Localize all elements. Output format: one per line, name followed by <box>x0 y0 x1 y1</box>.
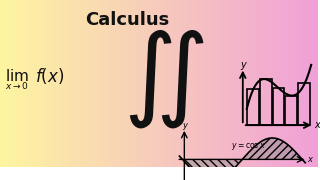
Bar <box>273 88 284 125</box>
Text: $\lim$: $\lim$ <box>5 68 29 84</box>
Bar <box>285 96 297 125</box>
Text: y: y <box>240 60 246 70</box>
Bar <box>298 83 310 125</box>
Text: $x\to0$: $x\to0$ <box>5 80 29 91</box>
Text: x: x <box>314 120 320 130</box>
Bar <box>247 89 259 125</box>
Text: x: x <box>308 155 313 164</box>
Text: $\int$: $\int$ <box>155 27 204 130</box>
Text: Calculus: Calculus <box>85 11 169 29</box>
Text: y: y <box>182 121 187 130</box>
Text: $f(x)$: $f(x)$ <box>35 66 64 86</box>
Text: $\int$: $\int$ <box>123 27 172 130</box>
Text: $y = \cos x$: $y = \cos x$ <box>231 141 266 152</box>
Bar <box>260 79 272 125</box>
